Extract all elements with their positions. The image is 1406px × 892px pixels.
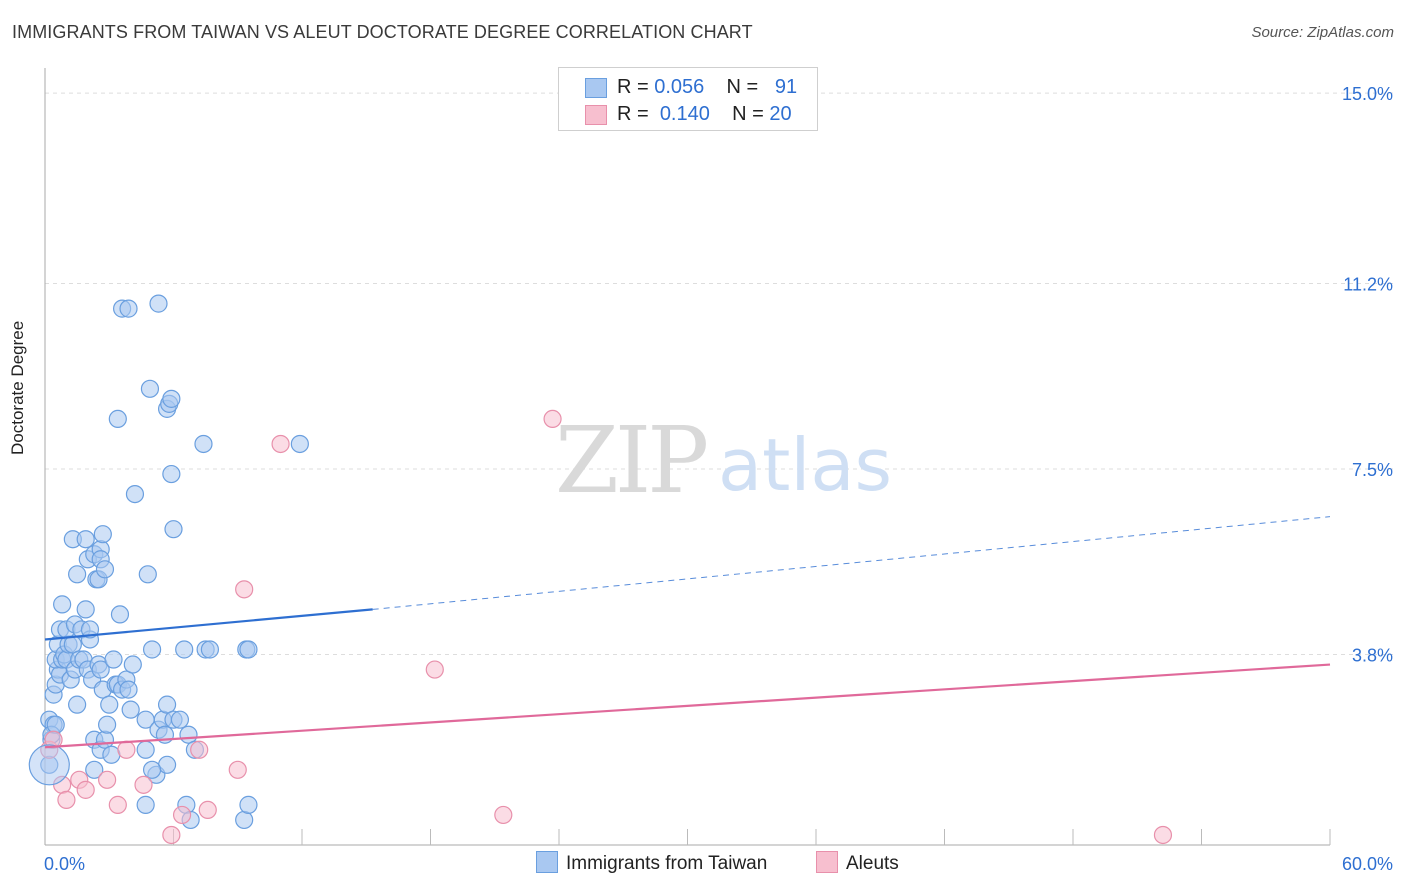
aleut-point	[198, 800, 217, 820]
aleut-trend-line	[44, 663, 1331, 749]
legend-r-label: R =	[617, 103, 655, 125]
tick-labels: 3.8% 7.5% 11.2% 15.0% 0.0% 60.0%	[44, 84, 1393, 874]
x-tick-label: 60.0%	[1342, 854, 1393, 874]
aleut-point	[235, 580, 254, 599]
y-axis-label: Doctorate Degree	[8, 320, 27, 455]
bottom-legend-swatch-aleut	[816, 851, 838, 873]
legend-n-label: N =	[726, 76, 764, 98]
correlation-legend: R = 0.056 N = 91 R = 0.140 N = 20	[558, 67, 818, 131]
taiwan-point	[100, 695, 119, 714]
legend-r-label: R =	[617, 76, 655, 98]
bottom-legend-taiwan: Immigrants from Taiwan	[536, 851, 767, 875]
legend-r-value: 0.140	[659, 103, 710, 125]
taiwan-point	[98, 715, 117, 734]
taiwan-point	[104, 650, 123, 669]
aleut-point	[172, 805, 192, 825]
taiwan-point	[119, 680, 138, 699]
taiwan-point	[123, 655, 142, 674]
taiwan-point	[136, 795, 155, 814]
bottom-legend-label-taiwan: Immigrants from Taiwan	[566, 853, 768, 874]
legend-n-value: 20	[769, 103, 792, 125]
watermark-atlas: atlas	[718, 423, 892, 507]
taiwan-point	[194, 434, 213, 454]
taiwan-point	[125, 484, 145, 504]
aleut-point	[162, 825, 181, 845]
taiwan-point	[200, 640, 220, 659]
taiwan-point	[142, 760, 162, 779]
taiwan-point	[170, 710, 190, 729]
aleut-point	[108, 795, 127, 814]
legend-text-aleut: R = 0.140 N = 20	[617, 103, 792, 126]
taiwan-point	[95, 730, 115, 749]
taiwan-point	[162, 389, 181, 408]
taiwan-point	[95, 560, 115, 579]
taiwan-point	[175, 640, 194, 659]
legend-n-label: N =	[732, 103, 770, 125]
taiwan-point	[138, 565, 157, 584]
legend-r-value: 0.056	[654, 76, 705, 98]
source-label: Source: ZipAtlas.com	[1251, 24, 1394, 41]
taiwan-point	[235, 810, 254, 830]
legend-text-taiwan: R = 0.056 N = 91	[617, 76, 797, 99]
aleut-point	[134, 775, 153, 794]
y-tick-label: 7.5%	[1352, 460, 1393, 480]
bottom-legend-swatch-taiwan	[536, 851, 558, 873]
aleut-point	[228, 760, 247, 779]
x-tick-label: 0.0%	[44, 854, 85, 874]
y-tick-label: 11.2%	[1343, 275, 1393, 295]
watermark-zip: ZIP	[555, 407, 706, 514]
taiwan-point	[119, 299, 138, 318]
taiwan-point	[164, 520, 183, 539]
taiwan-point	[108, 409, 127, 429]
taiwan-point	[76, 600, 95, 619]
taiwan-point	[53, 595, 72, 614]
chart-title: IMMIGRANTS FROM TAIWAN VS ALEUT DOCTORAT…	[12, 22, 753, 42]
gridlines	[45, 92, 1393, 656]
aleut-point	[57, 790, 76, 809]
bottom-legend-label-aleut: Aleuts	[846, 853, 899, 874]
taiwan-point	[93, 525, 112, 544]
taiwan-trend-line	[44, 608, 373, 641]
aleut-point	[76, 780, 95, 799]
taiwan-point	[68, 565, 87, 584]
taiwan-point	[110, 605, 130, 624]
taiwan-point	[290, 434, 309, 454]
legend-n-value: 91	[774, 76, 798, 98]
taiwan-point	[149, 294, 168, 313]
legend-swatch-taiwan	[585, 78, 607, 98]
trend-lines	[44, 516, 1331, 749]
y-tick-label: 15.0%	[1342, 84, 1393, 104]
aleut-point	[117, 740, 136, 759]
taiwan-point	[121, 700, 140, 719]
taiwan-point	[179, 725, 198, 744]
legend-swatch-aleut	[585, 105, 607, 125]
aleut-point	[98, 770, 117, 789]
taiwan-point	[136, 740, 155, 759]
taiwan-cluster-point	[28, 744, 70, 786]
data-points	[28, 294, 1173, 845]
taiwan-point	[76, 530, 95, 549]
aleut-point	[494, 805, 513, 825]
taiwan-point	[80, 620, 100, 639]
taiwan-point	[162, 464, 181, 484]
aleut-point	[543, 409, 562, 429]
taiwan-point	[85, 760, 104, 779]
taiwan-point	[239, 795, 258, 814]
taiwan-point	[68, 695, 87, 714]
taiwan-point	[91, 660, 110, 679]
aleut-point	[190, 740, 209, 759]
aleut-point	[271, 434, 290, 454]
bottom-legend-aleut: Aleuts	[816, 851, 899, 875]
aleut-point	[425, 660, 444, 679]
taiwan-trend-extension	[372, 516, 1331, 610]
taiwan-point	[142, 640, 162, 659]
taiwan-point	[46, 715, 65, 734]
taiwan-point	[140, 379, 160, 398]
aleut-point	[1153, 825, 1173, 845]
watermark: ZIP atlas	[555, 407, 892, 514]
taiwan-point	[239, 640, 258, 659]
y-tick-label: 3.8%	[1352, 646, 1393, 666]
taiwan-point	[157, 695, 177, 714]
